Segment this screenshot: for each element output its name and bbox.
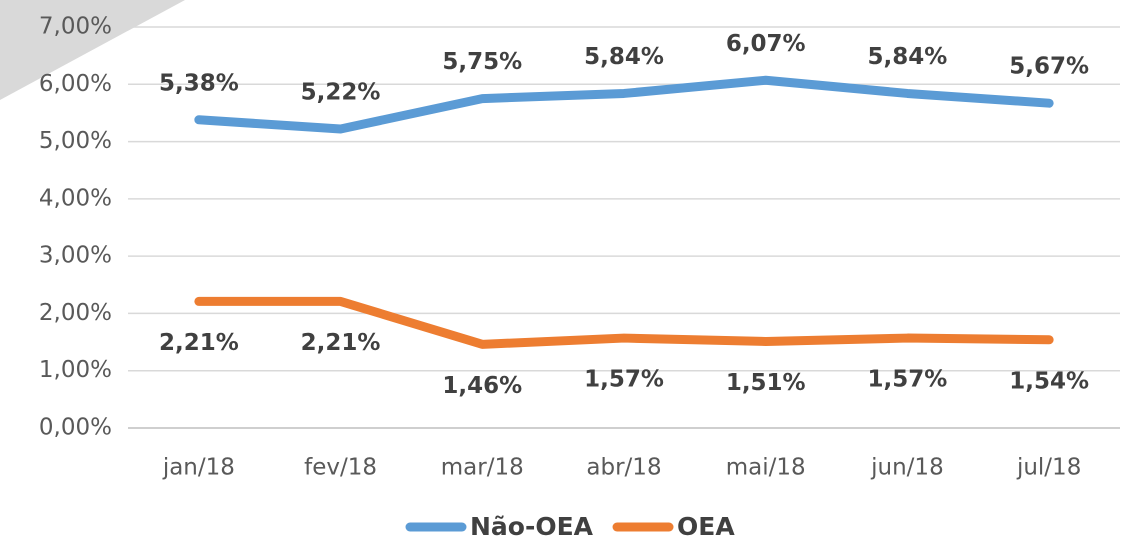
data-label: 5,84%: [868, 44, 948, 70]
y-tick-label: 3,00%: [39, 243, 112, 269]
y-tick-label: 6,00%: [39, 71, 112, 97]
data-label: 5,38%: [159, 70, 239, 96]
data-label: 5,84%: [584, 44, 664, 70]
y-tick-label: 4,00%: [39, 185, 112, 211]
data-label: 1,51%: [726, 370, 806, 396]
data-label: 2,21%: [159, 330, 239, 356]
x-tick-label: jul/18: [1016, 455, 1081, 481]
x-tick-label: jun/18: [870, 455, 944, 481]
data-label: 5,67%: [1009, 54, 1089, 80]
data-label: 5,22%: [301, 79, 381, 105]
corner-decoration: [0, 0, 185, 100]
data-label: 2,21%: [301, 330, 381, 356]
series-line: [194, 75, 1054, 134]
x-tick-label: mai/18: [726, 455, 806, 481]
x-tick-label: jan/18: [162, 455, 235, 481]
x-tick-label: abr/18: [586, 455, 661, 481]
legend-label: OEA: [677, 512, 735, 541]
data-label: 1,57%: [868, 367, 948, 393]
y-tick-label: 1,00%: [39, 357, 112, 383]
data-label: 6,07%: [726, 31, 806, 57]
data-label: 1,54%: [1009, 368, 1089, 394]
legend-label: Não-OEA: [470, 512, 594, 541]
y-tick-label: 5,00%: [39, 128, 112, 154]
y-tick-label: 2,00%: [39, 300, 112, 326]
data-label: 1,57%: [584, 367, 664, 393]
data-label: 5,75%: [442, 49, 522, 75]
x-tick-label: fev/18: [304, 455, 377, 481]
y-tick-label: 7,00%: [39, 14, 112, 40]
x-tick-label: mar/18: [441, 455, 524, 481]
data-label: 1,46%: [442, 373, 522, 399]
series-line: [194, 296, 1054, 349]
y-tick-label: 0,00%: [39, 415, 112, 441]
